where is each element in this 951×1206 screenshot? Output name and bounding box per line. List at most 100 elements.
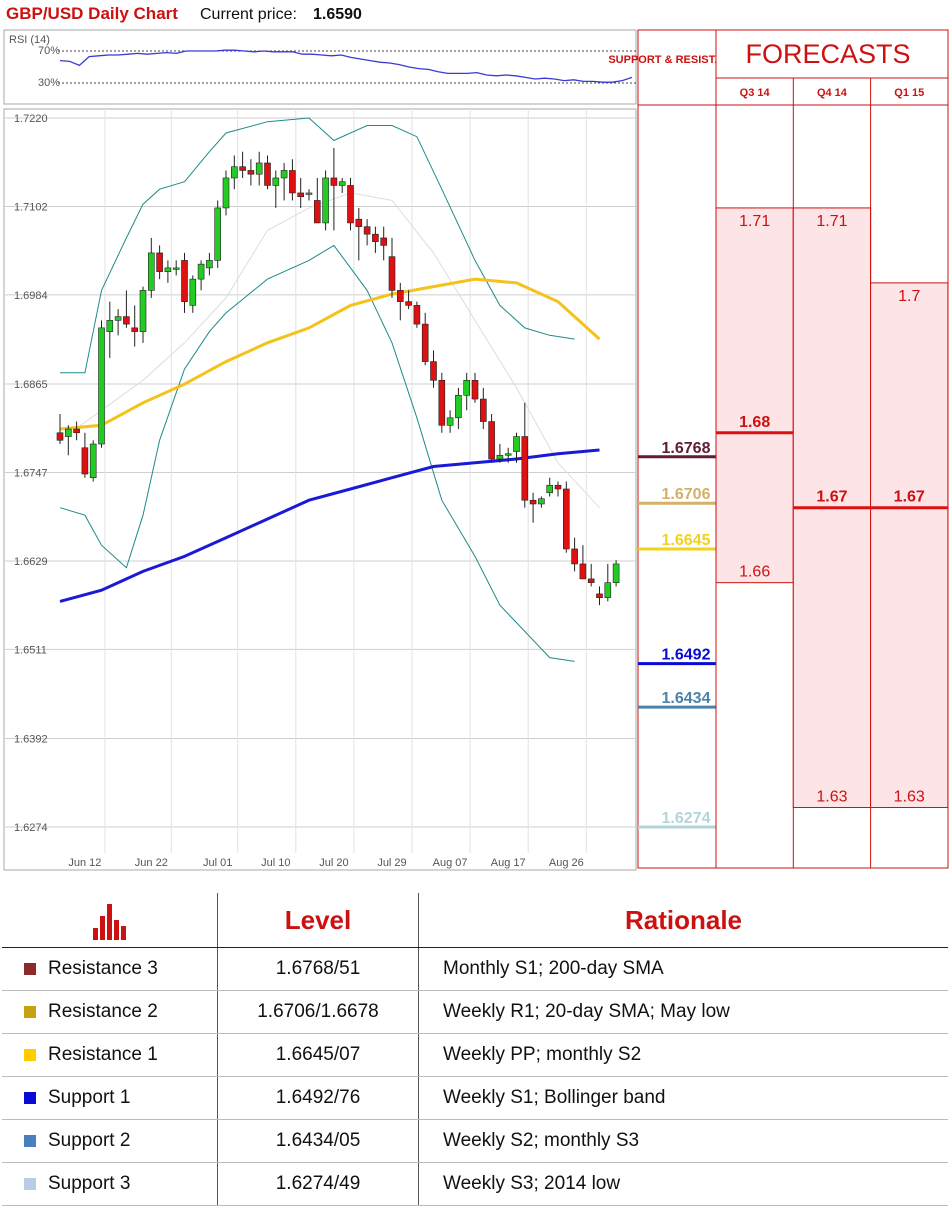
candle-body-down [521,436,529,501]
level-value-cell: 1.6645/07 [217,1033,419,1077]
candle [471,372,479,403]
candle-body-down [73,428,80,434]
level-name: Resistance 2 [48,1001,158,1022]
candle-body-up [89,443,97,479]
candle-body-up [305,192,313,195]
candle-body-down [289,170,296,194]
candle [463,372,471,411]
bar-chart-icon [91,900,129,940]
forecast-range-box [870,282,949,809]
y-tick-label: 1.6274 [14,822,48,834]
bollinger-lower-line [59,244,575,662]
rsi-label: RSI (14) [9,34,50,46]
candle-body-down [562,488,570,550]
candle [239,151,246,178]
candle-body-up [197,263,205,280]
x-tick-label: Aug 07 [433,857,468,869]
candle [214,200,221,268]
candle [123,290,130,328]
candle [73,421,80,441]
candle-body-down [396,290,404,302]
level-name: Resistance 1 [48,1044,158,1065]
level-name: Support 1 [48,1087,131,1108]
candle [396,282,404,321]
forecast-high-label: 1.7 [898,288,920,305]
level-value-cell: 1.6434/05 [217,1119,419,1163]
candle-body-up [206,260,213,269]
level-value-cell: 1.6768/51 [217,947,419,991]
sr-panel [637,29,717,869]
candle-body-up [98,327,105,445]
candle-body-down [380,237,388,246]
candle [430,350,437,388]
rsi-30-label: 30% [38,77,60,89]
candle-body-down [529,499,537,505]
x-tick-label: Aug 26 [549,857,584,869]
candle-body-up [164,267,172,272]
x-tick-label: Aug 17 [491,857,526,869]
candle [363,219,371,246]
x-tick-label: Jun 12 [68,857,101,869]
level-color-swatch [24,1177,36,1190]
candle-body-up [231,166,238,179]
candle [488,414,495,463]
candle [554,481,562,497]
forecasts-title: FORECASTS [745,39,910,69]
candle-body-down [405,301,412,306]
candle-body-down [355,218,363,227]
candle [305,189,313,201]
candle [65,425,72,456]
candle [172,260,180,276]
candle [98,320,105,448]
candle-body-down [363,226,371,235]
forecast-mid-label: 1.68 [739,414,770,431]
candle [604,563,612,602]
forecast-low-label: 1.63 [894,789,925,806]
candle-body-up [496,454,504,460]
sr-label: 1.6274 [662,810,711,827]
candle-body-down [421,323,429,362]
candle [114,309,122,336]
y-tick-label: 1.6747 [14,468,48,480]
level-name-cell: Resistance 1 [2,1033,218,1077]
forecast-high-label: 1.71 [816,213,847,230]
candle-body-down [372,233,379,242]
bollinger-upper-line [60,117,575,374]
candle-body-up [255,162,263,175]
candle [56,414,64,445]
candle-body-down [81,447,89,475]
candle [355,207,363,261]
level-rationale-cell: Weekly PP; monthly S2 [418,1033,948,1077]
candle-body-down [56,432,64,441]
candle-body-up [222,177,230,209]
x-tick-label: Jun 22 [135,857,168,869]
levels-table-row: Support 3 1.6274/49 Weekly S3; 2014 low [2,1162,948,1206]
candle-body-up [65,428,72,437]
level-value-cell: 1.6706/1.6678 [217,990,419,1034]
candle-body-up [280,170,288,179]
candle [596,586,603,606]
candle-body-up [338,181,346,186]
level-color-swatch [24,1005,36,1018]
level-color-swatch [24,1048,36,1061]
candle-body-down [123,316,130,325]
bollinger-middle-line [59,192,600,509]
forecast-mid-label: 1.67 [816,489,847,506]
x-tick-label: Jul 20 [319,857,348,869]
level-rationale-cell: Weekly S2; monthly S3 [418,1119,948,1163]
candle-body-down [131,327,138,332]
level-value-cell: 1.6492/76 [217,1076,419,1120]
candle-body-up [604,582,612,598]
candle [181,252,188,313]
forecast-mid-label: 1.67 [894,489,925,506]
level-color-swatch [24,1134,36,1147]
candle [521,402,529,508]
level-value-cell: 1.6274/49 [217,1162,419,1206]
candle-body-up [612,563,620,583]
levels-table-row: Resistance 1 1.6645/07 Weekly PP; monthly … [2,1033,948,1077]
level-name-cell: Resistance 3 [2,947,218,991]
y-tick-label: 1.6511 [14,644,47,656]
rsi-line [59,49,633,83]
candle [264,155,271,190]
candle-body-up [106,320,114,332]
